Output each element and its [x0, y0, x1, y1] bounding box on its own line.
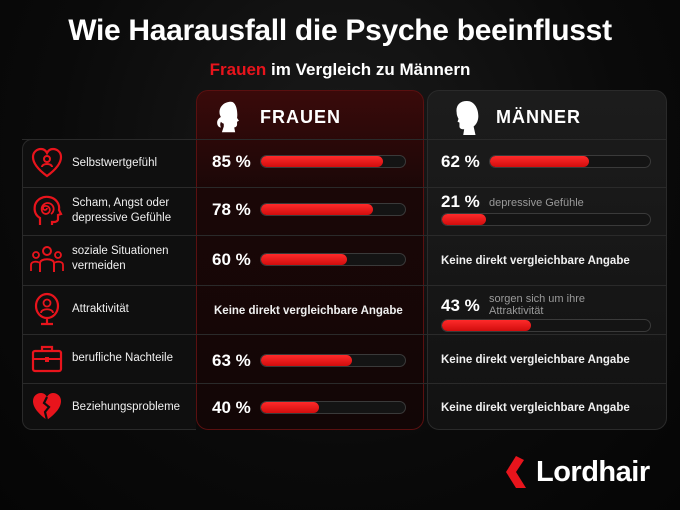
row-divider [22, 235, 667, 236]
men-no-data-label: Keine direkt vergleichbare Angabe [441, 255, 630, 267]
page-subtitle: Frauen im Vergleich zu Männern [0, 60, 680, 80]
category-row: Selbstwertgefühl [30, 139, 196, 187]
women-bar [261, 204, 374, 215]
men-bar-track [441, 319, 651, 332]
category-row: Scham, Angst oder depressive Gefühle [30, 187, 196, 235]
men-column-header: MÄNNER [450, 95, 581, 139]
men-column-panel [427, 90, 667, 430]
women-value-label: 63 % [212, 351, 251, 370]
category-row: Beziehungsprobleme [30, 383, 196, 431]
woman-head-icon [217, 101, 239, 133]
women-bar [261, 402, 319, 413]
category-row: soziale Situationen vermeiden [30, 235, 196, 283]
women-bar [261, 254, 348, 265]
category-row: Attraktivität [30, 285, 196, 333]
men-value-label: 21 % [441, 192, 480, 211]
category-row: berufliche Nachteile [30, 334, 196, 382]
row-divider [22, 187, 667, 188]
men-value-label: 43 % [441, 296, 480, 315]
lordhair-logo-mark-icon [506, 456, 526, 488]
person-mirror-icon [34, 292, 60, 326]
women-value-label: 40 % [212, 398, 251, 417]
men-bar-track [441, 213, 651, 226]
broken-heart-icon [33, 393, 61, 421]
women-value-label: 60 % [212, 250, 251, 269]
subtitle-rest: im Vergleich zu Männern [266, 60, 471, 79]
women-bar [261, 156, 384, 167]
women-column-label: FRAUEN [260, 106, 341, 127]
lordhair-logo: Lordhair [502, 452, 650, 492]
women-bar [261, 355, 352, 366]
row-divider [22, 334, 667, 335]
category-label: soziale Situationen vermeiden [72, 245, 169, 272]
heart-with-person-icon [31, 147, 63, 178]
row-divider [22, 285, 667, 286]
women-no-data-label: Keine direkt vergleichbare Angabe [214, 305, 403, 317]
women-bar-track [260, 253, 406, 266]
men-bar-track [489, 155, 651, 168]
men-column-label: MÄNNER [496, 106, 581, 127]
group-people-icon [30, 246, 64, 272]
women-bar-track [260, 401, 406, 414]
men-no-data-label: Keine direkt vergleichbare Angabe [441, 402, 630, 414]
row-divider [22, 383, 667, 384]
category-label: Attraktivität [72, 302, 129, 315]
category-label: Beziehungsprobleme [72, 400, 181, 413]
women-column-header: FRAUEN [210, 95, 341, 139]
men-note: sorgen sich um ihre Attraktivität [489, 293, 585, 317]
women-bar-track [260, 203, 406, 216]
women-bar-track [260, 354, 406, 367]
men-no-data-label: Keine direkt vergleichbare Angabe [441, 354, 630, 366]
men-note: depressive Gefühle [489, 197, 584, 209]
men-value-label: 62 % [441, 152, 480, 171]
men-bar [442, 320, 532, 331]
category-label: berufliche Nachteile [72, 351, 174, 364]
women-value-label: 85 % [212, 152, 251, 171]
men-bar [442, 214, 486, 225]
category-label: Scham, Angst oder depressive Gefühle [72, 197, 172, 224]
men-bar [490, 156, 590, 167]
briefcase-icon [31, 345, 63, 373]
category-label: Selbstwertgefühl [72, 156, 158, 169]
women-value-label: 78 % [212, 200, 251, 219]
logo-wordmark: Lordhair [536, 455, 650, 488]
row-divider [22, 139, 667, 140]
page-title: Wie Haarausfall die Psyche beeinflusst [68, 14, 612, 47]
women-bar-track [260, 155, 406, 168]
head-spiral-icon [33, 195, 63, 225]
subtitle-highlight: Frauen [209, 60, 267, 79]
man-head-icon [456, 100, 479, 135]
